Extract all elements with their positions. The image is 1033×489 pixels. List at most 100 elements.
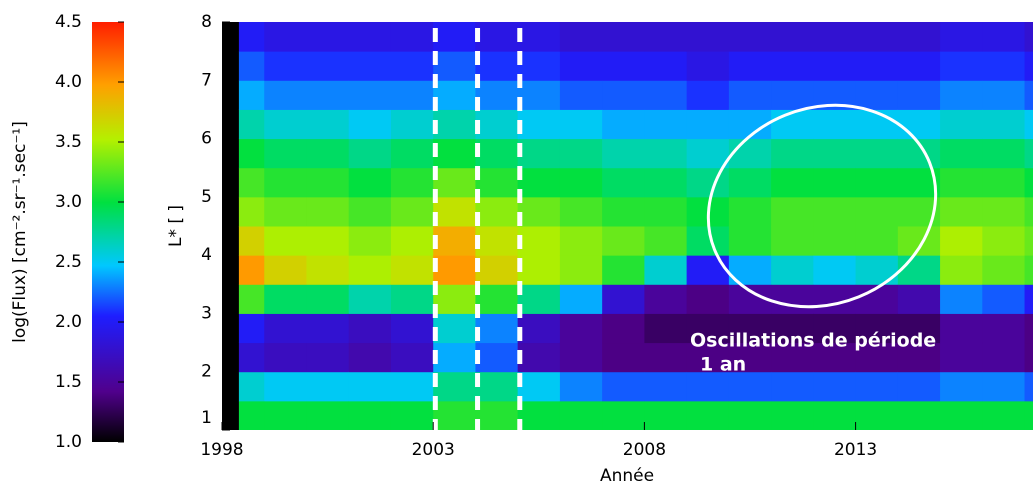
heat-cell	[686, 138, 730, 169]
heat-cell	[686, 342, 730, 373]
heat-cell	[771, 255, 814, 285]
heat-cell	[686, 22, 730, 52]
heat-cell	[644, 51, 688, 81]
heat-cell	[559, 167, 603, 198]
heat-cell	[728, 226, 772, 256]
heat-cell	[897, 284, 941, 314]
colorbar-label: log(Flux) [cm⁻².sr⁻¹.sec⁻¹]	[10, 121, 30, 343]
heat-cell	[855, 196, 899, 227]
heat-cell	[686, 313, 730, 344]
y-tick-label: 2	[201, 362, 212, 382]
heat-cell	[517, 226, 561, 256]
heat-cell	[390, 255, 434, 285]
heat-cell	[644, 196, 688, 227]
heat-cell	[771, 167, 814, 198]
heat-cell	[475, 313, 519, 344]
heat-cell	[390, 109, 434, 140]
heat-cell	[728, 138, 772, 169]
heat-cell	[771, 342, 814, 373]
heat-cell	[390, 226, 434, 256]
heatmap	[222, 22, 1033, 430]
heat-cell	[940, 226, 983, 256]
colorbar-tick-label: 1.0	[55, 432, 82, 452]
heat-cell	[982, 313, 1026, 344]
heat-cell	[771, 109, 814, 140]
x-tick-label: 2008	[623, 440, 666, 460]
heat-cell	[264, 284, 307, 314]
heat-cell	[238, 371, 265, 402]
heat-cell	[771, 80, 814, 110]
heat-cell	[348, 138, 392, 169]
heat-cell	[517, 22, 561, 52]
heat-cell	[390, 196, 434, 227]
heat-cell	[264, 109, 307, 140]
heat-cell	[1024, 167, 1033, 198]
heat-cell	[559, 138, 603, 169]
heat-cell	[940, 196, 983, 227]
heat-cell	[559, 80, 603, 110]
heat-cell	[644, 109, 688, 140]
heat-cell	[897, 22, 941, 52]
heat-cell	[559, 109, 603, 140]
colorbar-tick-label: 1.5	[55, 372, 82, 392]
heat-cell	[771, 371, 814, 402]
heat-cell	[222, 226, 240, 256]
heat-cell	[306, 255, 350, 285]
heat-cell	[855, 80, 899, 110]
heat-cell	[306, 196, 350, 227]
y-tick-label: 4	[201, 245, 212, 265]
heat-cell	[433, 400, 476, 430]
y-tick-label: 8	[201, 12, 212, 32]
heat-cell	[1024, 371, 1033, 402]
heat-cell	[982, 80, 1026, 110]
heat-cell	[1024, 342, 1033, 373]
x-tick-label: 2003	[412, 440, 455, 460]
heat-cell	[517, 255, 561, 285]
heat-cell	[238, 138, 265, 169]
heat-cell	[897, 313, 941, 344]
heat-cell	[686, 400, 730, 430]
heat-cell	[940, 255, 983, 285]
heat-cell	[982, 255, 1026, 285]
heat-cell	[559, 313, 603, 344]
heat-cell	[306, 342, 350, 373]
heat-cell	[475, 255, 519, 285]
heat-cell	[238, 400, 265, 430]
heat-cell	[982, 400, 1026, 430]
heat-cell	[813, 255, 857, 285]
heat-cell	[644, 400, 688, 430]
heat-cell	[644, 22, 688, 52]
heat-cell	[238, 196, 265, 227]
heat-cell	[728, 313, 772, 344]
heat-cell	[559, 196, 603, 227]
heat-cell	[348, 342, 392, 373]
heat-cell	[348, 22, 392, 52]
x-axis-label: Année	[600, 466, 654, 486]
heat-cell	[306, 226, 350, 256]
heat-cell	[433, 226, 476, 256]
colorbar-tick-label: 4.5	[55, 12, 82, 32]
heat-cell	[348, 284, 392, 314]
heat-cell	[390, 313, 434, 344]
heat-cell	[771, 138, 814, 169]
heat-cell	[728, 51, 772, 81]
heat-cell	[348, 80, 392, 110]
heat-cell	[644, 80, 688, 110]
heat-cell	[1024, 313, 1033, 344]
heat-cell	[602, 138, 645, 169]
heat-cell	[940, 167, 983, 198]
heat-cell	[813, 342, 857, 373]
heat-cell	[559, 400, 603, 430]
heat-cell	[602, 371, 645, 402]
heat-cell	[306, 22, 350, 52]
heat-cell	[306, 371, 350, 402]
heat-cell	[602, 109, 645, 140]
heat-cell	[982, 51, 1026, 81]
heat-cell	[813, 196, 857, 227]
heat-cell	[238, 22, 265, 52]
heat-cell	[559, 22, 603, 52]
heat-cell	[728, 167, 772, 198]
heat-cell	[602, 196, 645, 227]
heat-cell	[238, 342, 265, 373]
heat-cell	[238, 51, 265, 81]
